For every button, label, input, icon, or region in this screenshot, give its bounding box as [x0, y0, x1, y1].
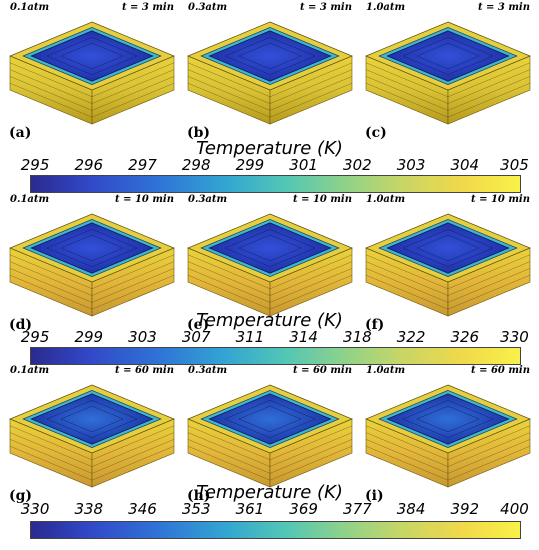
tick-label: 400 [500, 500, 529, 518]
tick-label: 361 [235, 500, 265, 518]
pressure-label: 0.3atm [188, 365, 228, 376]
panel-label: (b) [187, 125, 211, 141]
colorbar-title: Temperature (K) [196, 310, 343, 331]
colorbar-title: Temperature (K) [196, 482, 343, 503]
tick-label: 298 [181, 156, 211, 174]
heated-box-render [365, 384, 531, 488]
heated-box-render [9, 21, 175, 125]
panel-label: (h) [187, 488, 211, 504]
panel-label: (i) [365, 488, 384, 504]
tick-label: 299 [235, 156, 265, 174]
time-label: t = 60 min [114, 365, 174, 376]
panel-c: 1.0atm t = 3 min (c) [360, 0, 536, 145]
panel-h: 0.3atm t = 60 min (h) [182, 363, 358, 508]
tick-label: 318 [343, 328, 372, 346]
pressure-label: 1.0atm [366, 2, 406, 13]
tick-label: 301 [289, 156, 318, 174]
tick-label: 384 [396, 500, 426, 518]
panel-label: (e) [187, 317, 210, 333]
time-label: t = 10 min [114, 194, 174, 205]
panel-f: 1.0atm t = 10 min (f) [360, 192, 536, 337]
tick-label: 377 [343, 500, 372, 518]
tick-label: 297 [128, 156, 157, 174]
tick-label: 330 [500, 328, 529, 346]
heated-box-render [187, 384, 353, 488]
tick-label: 353 [181, 500, 211, 518]
tick-label: 299 [74, 328, 104, 346]
colorbar-ticks: 295 299 303 307 311 314 318 322 326 330 [20, 328, 529, 346]
panel-label: (a) [9, 125, 32, 141]
time-label: t = 10 min [470, 194, 530, 205]
tick-label: 305 [500, 156, 529, 174]
tick-label: 304 [450, 156, 480, 174]
tick-label: 303 [128, 328, 157, 346]
tick-label: 369 [289, 500, 318, 518]
tick-label: 326 [450, 328, 480, 346]
heated-box-render [187, 213, 353, 317]
heated-box-render [365, 21, 531, 125]
panel-label: (d) [9, 317, 33, 333]
tick-label: 296 [74, 156, 104, 174]
tick-label: 392 [450, 500, 480, 518]
heated-box-render [9, 384, 175, 488]
tick-label: 295 [20, 156, 50, 174]
tick-label: 330 [20, 500, 50, 518]
pressure-label: 0.1atm [10, 2, 50, 13]
panel-label: (g) [9, 488, 33, 504]
tick-label: 314 [289, 328, 318, 346]
colorbar-ticks: 330 338 346 353 361 369 377 384 392 400 [20, 500, 529, 518]
time-label: t = 60 min [470, 365, 530, 376]
pressure-label: 1.0atm [366, 365, 406, 376]
panel-b: 0.3atm t = 3 min (b) [182, 0, 358, 145]
heated-box-render [9, 213, 175, 317]
tick-label: 302 [343, 156, 372, 174]
colorbar [30, 175, 521, 193]
time-label: t = 3 min [477, 2, 530, 13]
pressure-label: 0.1atm [10, 365, 50, 376]
panel-g: 0.1atm t = 60 min (g) [4, 363, 180, 508]
tick-label: 338 [74, 500, 104, 518]
tick-label: 322 [396, 328, 426, 346]
panel-label: (c) [365, 125, 387, 141]
pressure-label: 0.3atm [188, 2, 228, 13]
colorbar [30, 521, 521, 539]
tick-label: 311 [235, 328, 265, 346]
panel-d: 0.1atm t = 10 min (d) [4, 192, 180, 337]
pressure-label: 1.0atm [366, 194, 406, 205]
colorbar-ticks: 295 296 297 298 299 301 302 303 304 305 [20, 156, 529, 174]
colorbar-title: Temperature (K) [196, 138, 343, 159]
time-label: t = 60 min [292, 365, 352, 376]
time-label: t = 3 min [121, 2, 174, 13]
tick-label: 346 [128, 500, 157, 518]
tick-label: 295 [20, 328, 50, 346]
time-label: t = 3 min [299, 2, 352, 13]
tick-label: 307 [181, 328, 211, 346]
heated-box-render [365, 213, 531, 317]
pressure-label: 0.3atm [188, 194, 228, 205]
panel-e: 0.3atm t = 10 min (e) [182, 192, 358, 337]
panel-label: (f) [365, 317, 385, 333]
colorbar [30, 347, 521, 365]
time-label: t = 10 min [292, 194, 352, 205]
heated-box-render [187, 21, 353, 125]
panel-i: 1.0atm t = 60 min (i) [360, 363, 536, 508]
pressure-label: 0.1atm [10, 194, 50, 205]
tick-label: 303 [396, 156, 426, 174]
panel-a: 0.1atm t = 3 min (a) [4, 0, 180, 145]
